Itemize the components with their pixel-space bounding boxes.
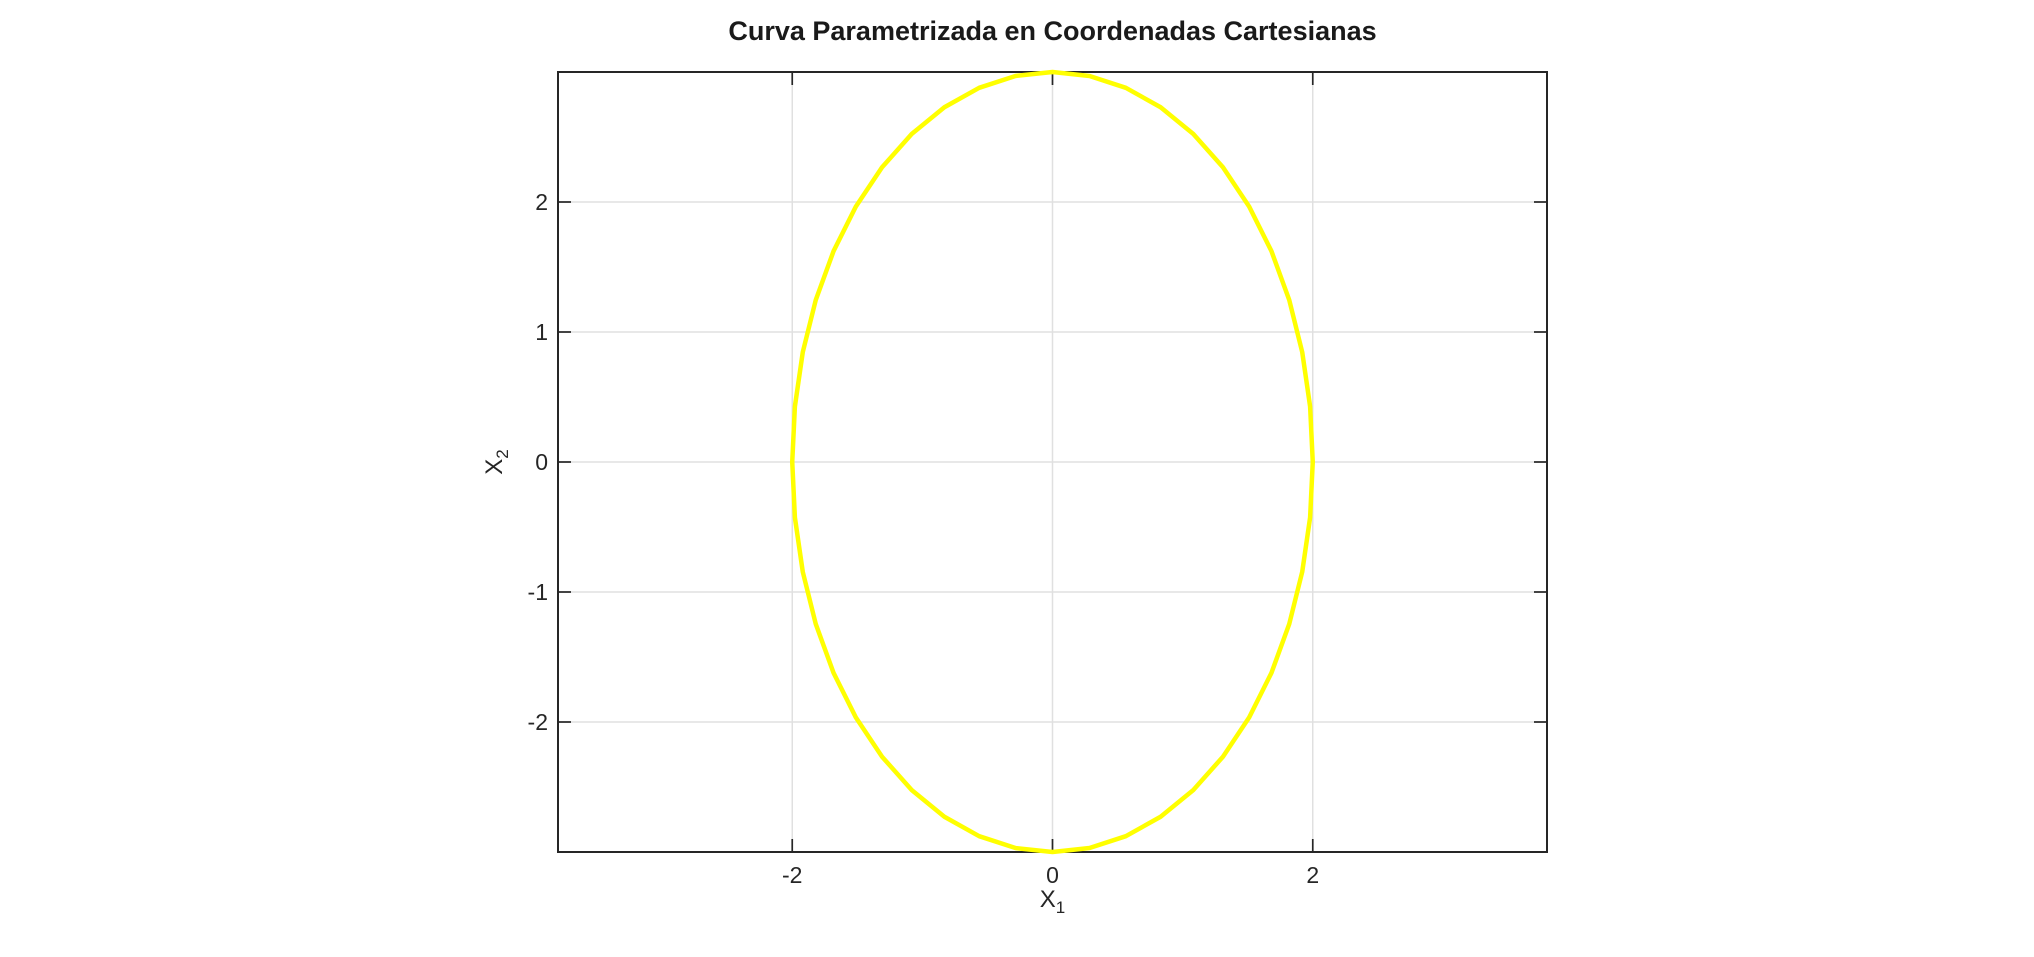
y-tick-label: 1 xyxy=(535,319,548,345)
y-tick-label: 2 xyxy=(535,189,548,215)
chart-title: Curva Parametrizada en Coordenadas Carte… xyxy=(728,16,1377,46)
x-tick-label: -2 xyxy=(782,862,803,888)
y-tick-label: 0 xyxy=(535,449,548,475)
x-axis-label-base: X xyxy=(1039,886,1056,913)
x-axis-label-subscript: 1 xyxy=(1055,898,1066,917)
x-axis-label: X1 xyxy=(558,886,1547,918)
y-tick-label: -2 xyxy=(527,709,548,735)
x-tick-label: 2 xyxy=(1306,862,1320,888)
x-tick-label: 0 xyxy=(1046,862,1059,888)
series-curva-parametrica xyxy=(789,69,1316,855)
y-tick-label: -1 xyxy=(527,579,548,605)
